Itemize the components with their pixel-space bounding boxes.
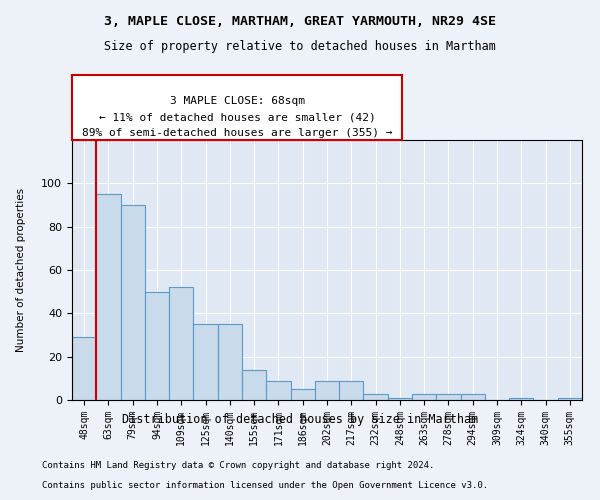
Bar — [388, 398, 412, 400]
Bar — [266, 380, 290, 400]
Bar — [412, 394, 436, 400]
Text: Distribution of detached houses by size in Martham: Distribution of detached houses by size … — [122, 412, 478, 426]
Bar — [169, 288, 193, 400]
Bar — [364, 394, 388, 400]
Y-axis label: Number of detached properties: Number of detached properties — [16, 188, 26, 352]
Bar — [145, 292, 169, 400]
Bar — [290, 389, 315, 400]
Bar — [72, 337, 96, 400]
Bar — [509, 398, 533, 400]
Bar — [436, 394, 461, 400]
Text: 89% of semi-detached houses are larger (355) →: 89% of semi-detached houses are larger (… — [82, 128, 392, 138]
Bar — [96, 194, 121, 400]
Text: 3 MAPLE CLOSE: 68sqm: 3 MAPLE CLOSE: 68sqm — [170, 96, 305, 106]
Text: Contains public sector information licensed under the Open Government Licence v3: Contains public sector information licen… — [42, 481, 488, 490]
Bar — [242, 370, 266, 400]
Text: Contains HM Land Registry data © Crown copyright and database right 2024.: Contains HM Land Registry data © Crown c… — [42, 461, 434, 470]
Bar — [339, 380, 364, 400]
Text: ← 11% of detached houses are smaller (42): ← 11% of detached houses are smaller (42… — [98, 112, 376, 122]
Bar — [558, 398, 582, 400]
Bar — [121, 205, 145, 400]
Text: 3, MAPLE CLOSE, MARTHAM, GREAT YARMOUTH, NR29 4SE: 3, MAPLE CLOSE, MARTHAM, GREAT YARMOUTH,… — [104, 15, 496, 28]
Text: Size of property relative to detached houses in Martham: Size of property relative to detached ho… — [104, 40, 496, 53]
Bar — [193, 324, 218, 400]
Bar — [315, 380, 339, 400]
Bar — [218, 324, 242, 400]
Bar — [461, 394, 485, 400]
